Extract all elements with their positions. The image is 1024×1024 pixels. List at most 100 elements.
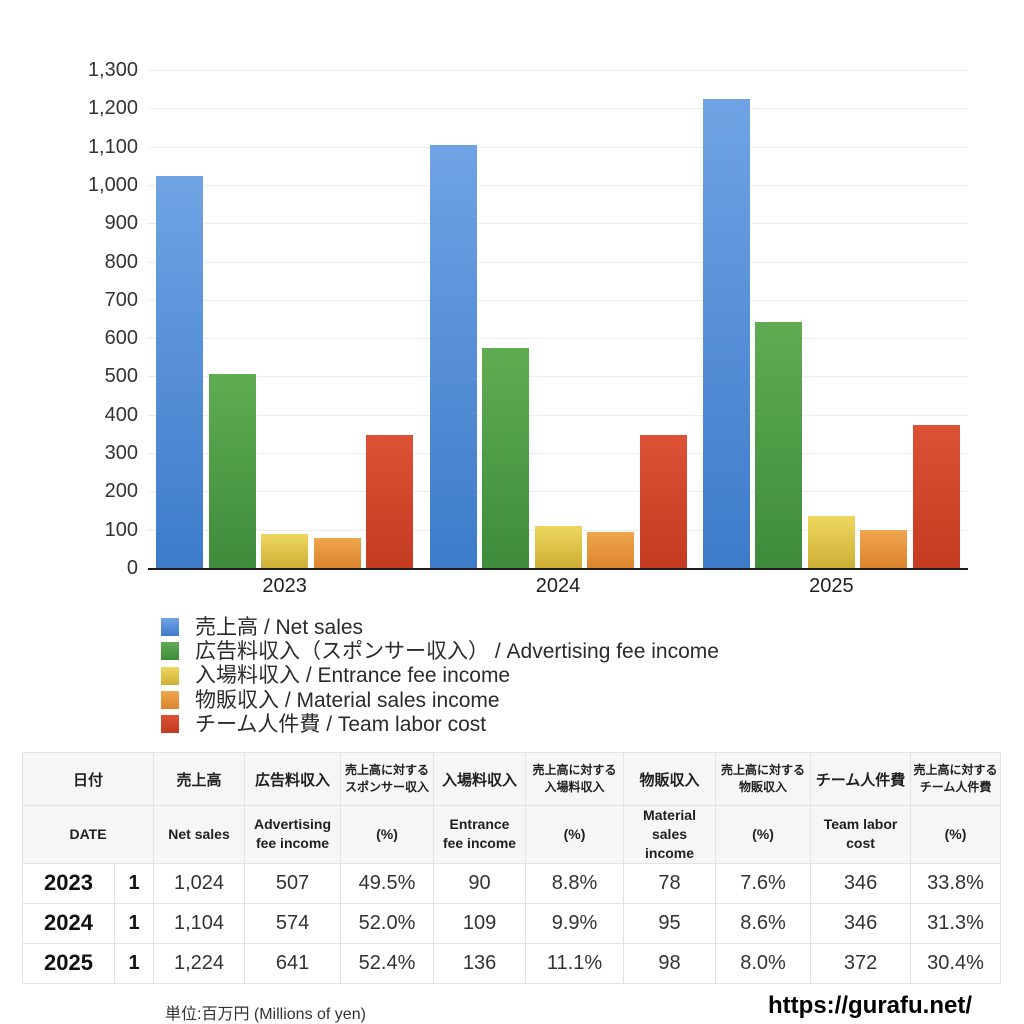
value-cell: 574 [244, 902, 341, 944]
bar-2025-s3 [860, 530, 908, 568]
value-cell: 109 [433, 902, 526, 944]
value-cell: 78 [623, 862, 716, 904]
y-gridline [148, 376, 968, 378]
col-header-en: Team labor cost [810, 805, 911, 864]
y-gridline [148, 299, 968, 301]
legend-label: チーム人件費 / Team labor cost [195, 712, 487, 736]
y-gridline [148, 70, 968, 71]
bar-2025-s2 [807, 515, 855, 568]
col-header-jp: 売上高 [153, 752, 245, 806]
month-cell: 1 [113, 942, 154, 984]
col-header-jp: 売上高に対する スポンサー収入 [340, 752, 434, 806]
month-cell: 1 [113, 902, 154, 944]
col-header-en: (%) [715, 805, 811, 864]
site-url: https://gurafu.net/ [768, 992, 972, 1019]
y-gridline [148, 338, 968, 340]
col-header-jp: 広告料収入 [244, 752, 341, 806]
bar-2025-s4 [912, 425, 960, 568]
chart-plot-area: 0 100 200 300 400 500 600 700 800 900 1,000 1,100 1,… [87, 59, 968, 597]
value-cell: 346 [810, 862, 911, 904]
unit-note: 単位:百万円 (Millions of yen) [165, 1006, 366, 1023]
financial-data-table: 日付 売上高 広告料収入 売上高に対する スポンサー収入 入場料収入 売上高に対する 入場… [21, 752, 1002, 984]
value-cell: 1,024 [153, 862, 245, 904]
y-gridline [148, 108, 968, 110]
table-row: 2023 1 1,024 507 49.5% 90 8.8% 78 7.6% 346 33.8% [22, 862, 1001, 904]
value-cell: 7.6% [715, 862, 811, 904]
col-header-jp: 売上高に対する チーム人件費 [910, 752, 1001, 806]
value-cell: 49.5% [340, 862, 434, 904]
chart-legend: 売上高 / Net sales 広告料収入（スポンサー収入） / Advertis… [161, 615, 719, 736]
value-cell: 98 [623, 942, 716, 984]
y-axis-label: 500 [104, 365, 138, 388]
y-gridline [148, 261, 968, 263]
y-axis-label: 700 [104, 288, 138, 311]
y-axis-label: 900 [104, 212, 138, 235]
col-header-en: Material sales income [623, 805, 716, 864]
y-axis-label: 1,100 [87, 135, 138, 158]
value-cell: 136 [433, 942, 526, 984]
bar-2023-s1 [208, 373, 256, 568]
legend-swatch [161, 666, 179, 685]
col-header-en: (%) [910, 805, 1001, 864]
legend-label: 入場料収入 / Entrance fee income [195, 664, 511, 688]
bar-2024-s4 [639, 435, 687, 568]
y-gridline [148, 146, 968, 148]
y-gridline [148, 414, 968, 416]
bar-2023-s4 [366, 435, 414, 568]
year-cell: 2025 [22, 942, 115, 984]
value-cell: 8.6% [715, 902, 811, 944]
y-gridline [148, 184, 968, 186]
col-header-jp: 物販収入 [623, 752, 716, 806]
legend-swatch [161, 715, 179, 734]
value-cell: 641 [244, 942, 341, 984]
legend-swatch [161, 618, 179, 637]
y-axis-label: 200 [104, 480, 138, 503]
value-cell: 31.3% [910, 902, 1001, 944]
y-axis-label: 100 [104, 518, 138, 541]
col-header-jp: 売上高に対する 入場料収入 [525, 752, 624, 806]
bar-2025-s1 [755, 322, 803, 568]
col-header-jp: 日付 [21, 752, 154, 806]
value-cell: 90 [433, 862, 526, 904]
y-axis-label: 1,300 [87, 59, 138, 81]
month-cell: 1 [113, 862, 154, 904]
bar-2023-s2 [261, 533, 309, 568]
value-cell: 8.0% [715, 942, 811, 984]
y-axis-label: 0 [126, 557, 138, 579]
value-cell: 372 [810, 942, 911, 984]
legend-label: 売上高 / Net sales [195, 615, 364, 639]
legend-item: 入場料収入 / Entrance fee income [161, 664, 719, 688]
x-axis-label: 2024 [535, 575, 581, 597]
y-axis-label: 1,200 [87, 97, 138, 120]
x-axis-label: 2023 [262, 575, 307, 597]
value-cell: 30.4% [910, 942, 1001, 984]
col-header-jp: チーム人件費 [810, 752, 911, 806]
value-cell: 8.8% [525, 862, 624, 904]
year-cell: 2023 [22, 862, 115, 904]
year-cell: 2024 [22, 902, 115, 944]
x-axis-line [148, 568, 968, 570]
legend-item: チーム人件費 / Team labor cost [161, 712, 719, 736]
value-cell: 1,104 [153, 902, 245, 944]
y-gridline [148, 453, 968, 455]
col-header-en: (%) [525, 805, 624, 864]
col-header-en: DATE [21, 805, 154, 864]
bar-2024-s0 [429, 145, 477, 568]
y-axis-label: 800 [104, 250, 138, 273]
col-header-en: (%) [340, 805, 434, 864]
col-header-en: Net sales [153, 805, 245, 864]
legend-item: 売上高 / Net sales [161, 615, 719, 639]
legend-swatch [161, 691, 179, 710]
legend-label: 物販収入 / Material sales income [195, 688, 500, 712]
y-gridline [148, 223, 968, 225]
bar-2023-s0 [156, 175, 204, 568]
value-cell: 11.1% [525, 942, 624, 984]
x-axis-label: 2025 [809, 575, 854, 597]
col-header-jp: 売上高に対する 物販収入 [715, 752, 811, 806]
col-header-jp: 入場料収入 [433, 752, 526, 806]
value-cell: 52.0% [340, 902, 434, 944]
y-axis-label: 600 [104, 327, 138, 350]
y-axis-label: 300 [104, 442, 138, 465]
y-axis-label: 1,000 [87, 173, 138, 196]
bar-2024-s1 [482, 348, 529, 568]
